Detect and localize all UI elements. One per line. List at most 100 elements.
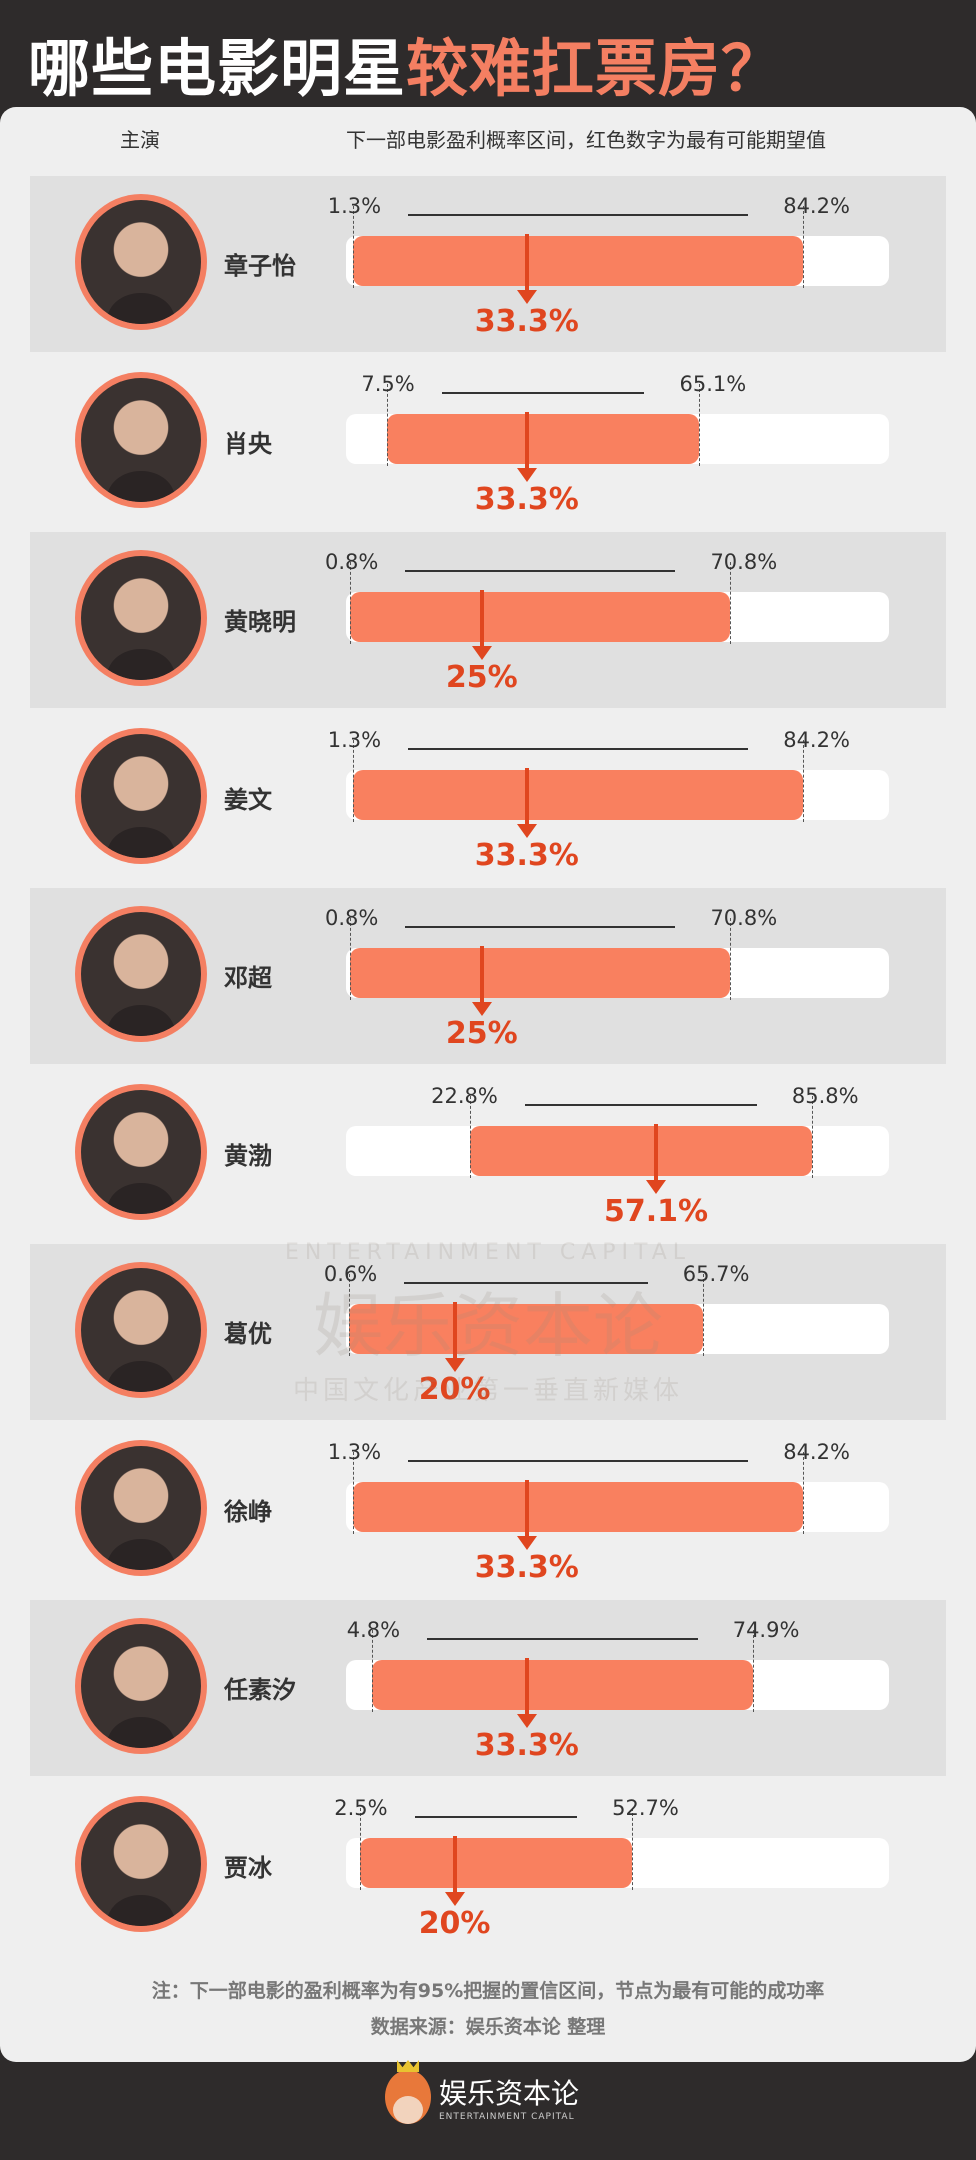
- high-dashed-marker: [803, 1452, 805, 1534]
- actor-name: 黄晓明: [224, 608, 296, 636]
- mode-value-label: 33.3%: [474, 304, 579, 339]
- mode-arrow-icon: [646, 1124, 667, 1194]
- page-title: 哪些电影明星较难扛票房？: [28, 18, 784, 108]
- range-line: [408, 748, 749, 750]
- actor-name: 葛优: [224, 1320, 272, 1348]
- high-label: 84.2%: [783, 194, 850, 218]
- high-dashed-marker: [730, 562, 732, 644]
- low-dashed-marker: [469, 1096, 471, 1178]
- range-line: [405, 926, 676, 928]
- high-dashed-marker: [632, 1808, 634, 1890]
- range-line: [524, 1104, 757, 1106]
- low-label: 4.8%: [346, 1618, 401, 1642]
- mode-arrow-icon: [516, 1658, 537, 1728]
- chart-row: 黄渤 22.8% 85.8% 57.1%: [30, 1066, 946, 1242]
- mode-value-label: 33.3%: [474, 1728, 579, 1763]
- low-dashed-marker: [353, 1452, 355, 1534]
- mode-value-label: 33.3%: [474, 482, 579, 517]
- actor-name: 徐峥: [224, 1498, 272, 1526]
- actor-name: 邓超: [224, 964, 272, 992]
- low-label: 1.3%: [327, 728, 382, 752]
- high-dashed-marker: [699, 384, 701, 466]
- range-bar: [386, 414, 700, 464]
- low-dashed-marker: [349, 1274, 351, 1356]
- high-label: 65.7%: [682, 1262, 750, 1286]
- high-dashed-marker: [803, 740, 805, 822]
- high-label: 70.8%: [710, 550, 778, 574]
- high-dashed-marker: [702, 1274, 704, 1356]
- actor-avatar: [75, 906, 207, 1042]
- mode-arrow-icon: [471, 946, 492, 1016]
- high-dashed-marker: [803, 206, 805, 288]
- high-label: 70.8%: [710, 906, 778, 930]
- actor-avatar: [75, 194, 207, 330]
- logo-name: 娱乐资本论: [439, 2077, 580, 2110]
- chart-row: 葛优 0.6% 65.7% 20%: [30, 1244, 946, 1420]
- mode-arrow-icon: [444, 1302, 465, 1372]
- chart-row: 肖央 7.5% 65.1% 33.3%: [30, 354, 946, 530]
- low-dashed-marker: [386, 384, 388, 466]
- actor-avatar: [75, 1084, 207, 1220]
- chart-row: 贾冰 2.5% 52.7% 20%: [30, 1778, 946, 1954]
- low-label: 1.3%: [327, 1440, 382, 1464]
- actor-avatar: [75, 1796, 207, 1932]
- actor-name: 姜文: [224, 786, 272, 814]
- mode-arrow-icon: [516, 1480, 537, 1550]
- mode-value-label: 20%: [418, 1372, 491, 1407]
- chart-row: 任素汐 4.8% 74.9% 33.3%: [30, 1600, 946, 1776]
- chart-row: 邓超 0.8% 70.8% 25%: [30, 888, 946, 1064]
- mode-arrow-icon: [444, 1836, 465, 1906]
- high-label: 74.9%: [732, 1618, 800, 1642]
- low-label: 7.5%: [361, 372, 415, 396]
- actor-avatar: [75, 728, 207, 864]
- low-dashed-marker: [372, 1630, 374, 1712]
- actor-name: 章子怡: [224, 252, 296, 280]
- chart-row: 章子怡 1.3% 84.2% 33.3%: [30, 176, 946, 352]
- actor-name: 贾冰: [224, 1854, 272, 1882]
- range-line: [405, 570, 676, 572]
- actor-name: 黄渤: [224, 1142, 272, 1170]
- high-label: 84.2%: [783, 1440, 850, 1464]
- high-label: 65.1%: [679, 372, 747, 396]
- actor-name: 肖央: [224, 430, 272, 458]
- fish-mascot-icon: [385, 2060, 431, 2124]
- low-dashed-marker: [350, 918, 352, 1000]
- low-dashed-marker: [353, 740, 355, 822]
- mode-value-label: 20%: [418, 1906, 491, 1941]
- brand-logo: 娱乐资本论 ENTERTAINMENT CAPITAL: [385, 2060, 580, 2124]
- high-dashed-marker: [730, 918, 732, 1000]
- high-label: 84.2%: [783, 728, 850, 752]
- range-line: [404, 1282, 648, 1284]
- high-label: 85.8%: [791, 1084, 859, 1108]
- low-label: 0.8%: [325, 906, 379, 930]
- high-dashed-marker: [811, 1096, 813, 1178]
- range-line: [414, 1816, 578, 1818]
- range-line: [441, 392, 645, 394]
- range-bar: [350, 948, 731, 998]
- low-dashed-marker: [353, 206, 355, 288]
- range-bar: [349, 1304, 703, 1354]
- low-label: 0.8%: [325, 550, 379, 574]
- low-dashed-marker: [350, 562, 352, 644]
- range-bar: [353, 236, 804, 286]
- low-label: 22.8%: [431, 1084, 498, 1108]
- mode-arrow-icon: [516, 234, 537, 304]
- range-line: [408, 1460, 749, 1462]
- low-dashed-marker: [359, 1808, 361, 1890]
- actor-avatar: [75, 1618, 207, 1754]
- chart-row: 徐峥 1.3% 84.2% 33.3%: [30, 1422, 946, 1598]
- actor-avatar: [75, 1440, 207, 1576]
- low-label: 0.6%: [323, 1262, 378, 1286]
- actor-column-header: 主演: [120, 128, 160, 152]
- high-label: 52.7%: [612, 1796, 679, 1820]
- logo-en: ENTERTAINMENT CAPITAL: [439, 2112, 575, 2122]
- range-bar: [372, 1660, 753, 1710]
- mode-value-label: 25%: [445, 660, 518, 695]
- high-dashed-marker: [752, 1630, 754, 1712]
- mode-value-label: 25%: [445, 1016, 518, 1051]
- range-bar: [469, 1126, 812, 1176]
- title-white: 哪些电影明星: [28, 32, 407, 105]
- range-line: [427, 1638, 698, 1640]
- low-label: 1.3%: [327, 194, 382, 218]
- range-line: [408, 214, 749, 216]
